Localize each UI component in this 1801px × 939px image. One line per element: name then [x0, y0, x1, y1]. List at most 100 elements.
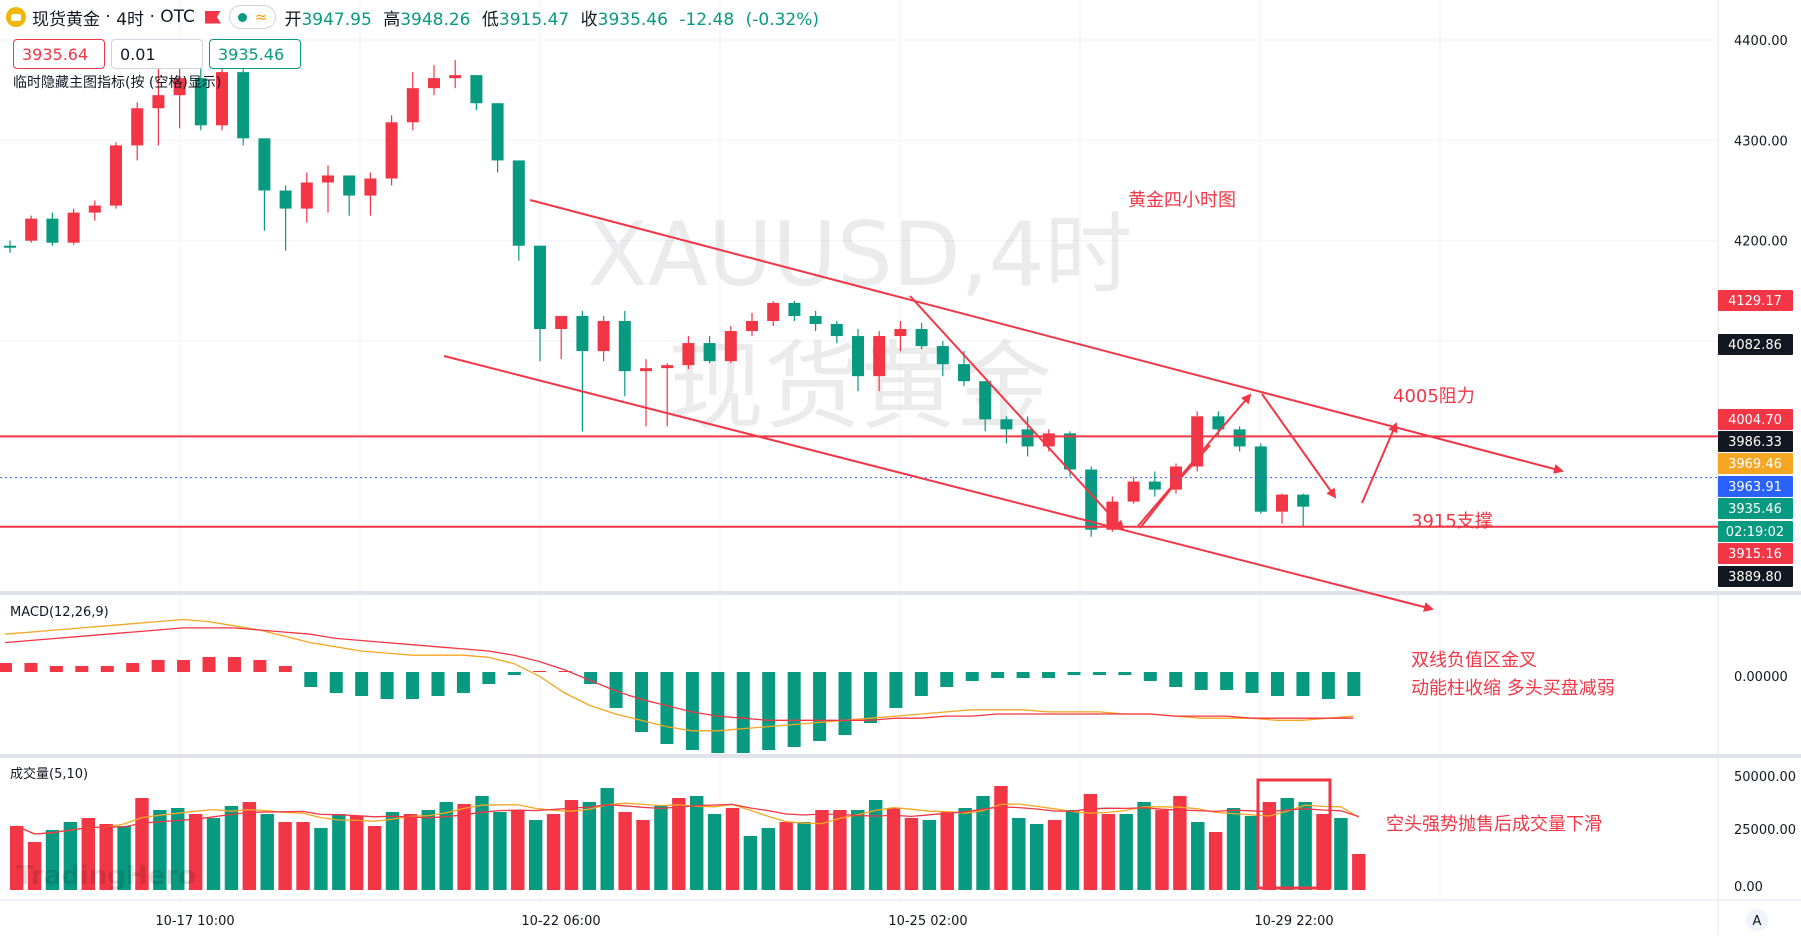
candle-body[interactable] [534, 245, 546, 330]
candle-body[interactable] [46, 218, 59, 243]
price-tag-label: 4082.86 [1728, 338, 1782, 353]
pane-divider[interactable] [0, 591, 1801, 595]
candle-body[interactable] [873, 336, 886, 377]
candle-body[interactable] [724, 331, 737, 362]
trend-arrow[interactable] [909, 295, 1125, 531]
candle-body[interactable] [343, 175, 356, 196]
candle-body[interactable] [597, 320, 610, 352]
candle-body[interactable] [746, 320, 758, 332]
candle-body[interactable] [555, 315, 568, 330]
volume-bar [976, 796, 990, 890]
candle-body[interactable] [830, 323, 843, 337]
macd-histogram-bar [533, 671, 547, 672]
volume-bar [833, 810, 847, 890]
candle-body[interactable] [131, 108, 144, 146]
candle-body[interactable] [936, 346, 949, 365]
interval-label[interactable]: 4时 [116, 9, 145, 30]
candle-body[interactable] [1276, 494, 1288, 512]
candle-body[interactable] [703, 343, 716, 362]
candle-body[interactable] [470, 75, 483, 104]
candle-body[interactable] [279, 190, 292, 209]
candle-body[interactable] [1127, 481, 1140, 502]
candle-body[interactable] [322, 175, 334, 183]
candle-body[interactable] [979, 381, 992, 420]
candle-body[interactable] [449, 75, 462, 79]
candle-body[interactable] [852, 336, 864, 377]
volume-highlight-box[interactable] [1256, 778, 1332, 890]
candle-body[interactable] [385, 122, 398, 179]
candle-body[interactable] [1254, 446, 1267, 512]
candle-body[interactable] [258, 138, 271, 191]
macd-histogram-bar [100, 666, 114, 672]
flag-icon[interactable] [204, 10, 221, 24]
candle-body[interactable] [618, 320, 631, 372]
candle-body[interactable] [682, 343, 695, 366]
change-value: -12.48 [679, 9, 735, 30]
candle-body[interactable] [958, 364, 970, 382]
market-status-pill[interactable]: ≈ [228, 5, 277, 29]
candle-body[interactable] [237, 72, 250, 139]
candle-body[interactable] [1064, 433, 1076, 470]
candle-body[interactable] [1212, 416, 1225, 430]
macd-histogram-bar [1220, 672, 1234, 690]
candle-body[interactable] [809, 315, 822, 324]
candle-body[interactable] [88, 205, 101, 213]
candle-body[interactable] [788, 302, 801, 316]
candle-body[interactable] [661, 365, 674, 369]
candle-body[interactable] [767, 302, 780, 321]
candle-body[interactable] [152, 95, 165, 109]
symbol-name[interactable]: 现货黄金 [32, 9, 100, 30]
candle-body[interactable] [640, 368, 652, 372]
candle-body[interactable] [915, 329, 928, 347]
candle-body[interactable] [894, 329, 907, 337]
support-label: 3915支撑 [1411, 511, 1493, 532]
buy-button[interactable]: 3935.46 [209, 39, 301, 69]
candle-body[interactable] [173, 78, 186, 96]
candle-body[interactable] [67, 212, 80, 243]
candle-body[interactable] [1297, 494, 1310, 507]
sell-button[interactable]: 3935.64 [13, 39, 105, 69]
macd-histogram-bar [1169, 672, 1183, 687]
macd-signal-line [4, 627, 1354, 721]
quantity-input[interactable]: 0.01 [111, 39, 203, 69]
candle-body[interactable] [1148, 481, 1161, 490]
candle-body[interactable] [364, 178, 377, 196]
candle-body[interactable] [4, 245, 16, 248]
volume-bar [493, 812, 507, 890]
candle-body[interactable] [300, 182, 313, 209]
volume-bar [851, 810, 865, 890]
candle-body[interactable] [491, 103, 504, 161]
candle-body[interactable] [1021, 429, 1034, 447]
candle-body[interactable] [1000, 419, 1013, 430]
price-tag-label: 3915.16 [1728, 547, 1782, 562]
candle-body[interactable] [428, 78, 440, 89]
price-tag-label: 02:19:02 [1726, 525, 1784, 540]
candle-body[interactable] [216, 72, 228, 126]
trend-arrow[interactable] [1137, 393, 1252, 527]
macd-histogram-bar [1016, 672, 1030, 678]
trend-arrow[interactable] [1261, 393, 1337, 499]
macd-histogram-bar [1042, 672, 1056, 678]
candle-body[interactable] [110, 145, 122, 206]
macd-histogram-bar [1245, 672, 1259, 693]
candle-body[interactable] [406, 88, 419, 123]
trend-arrow[interactable] [1361, 422, 1398, 504]
volume-bar [1155, 810, 1169, 890]
candle-body[interactable] [512, 160, 525, 246]
candle-body[interactable] [25, 218, 38, 241]
scale-mode-button[interactable] [1746, 909, 1768, 931]
candle-body[interactable] [194, 78, 207, 126]
watermark-symbol: XAUUSD,4时 [588, 203, 1133, 306]
candle-body[interactable] [1233, 429, 1246, 447]
macd-histogram-bar [1194, 672, 1208, 690]
macd-histogram-bar [863, 672, 877, 723]
candle-body[interactable] [576, 315, 589, 352]
price-tick-label: 4400.00 [1734, 34, 1788, 49]
volume-bar [1316, 814, 1330, 890]
candle-body[interactable] [1085, 469, 1098, 530]
macd-histogram-bar [1143, 672, 1157, 681]
channel-bottom-line[interactable] [443, 355, 1434, 612]
pane-divider[interactable] [0, 754, 1801, 758]
